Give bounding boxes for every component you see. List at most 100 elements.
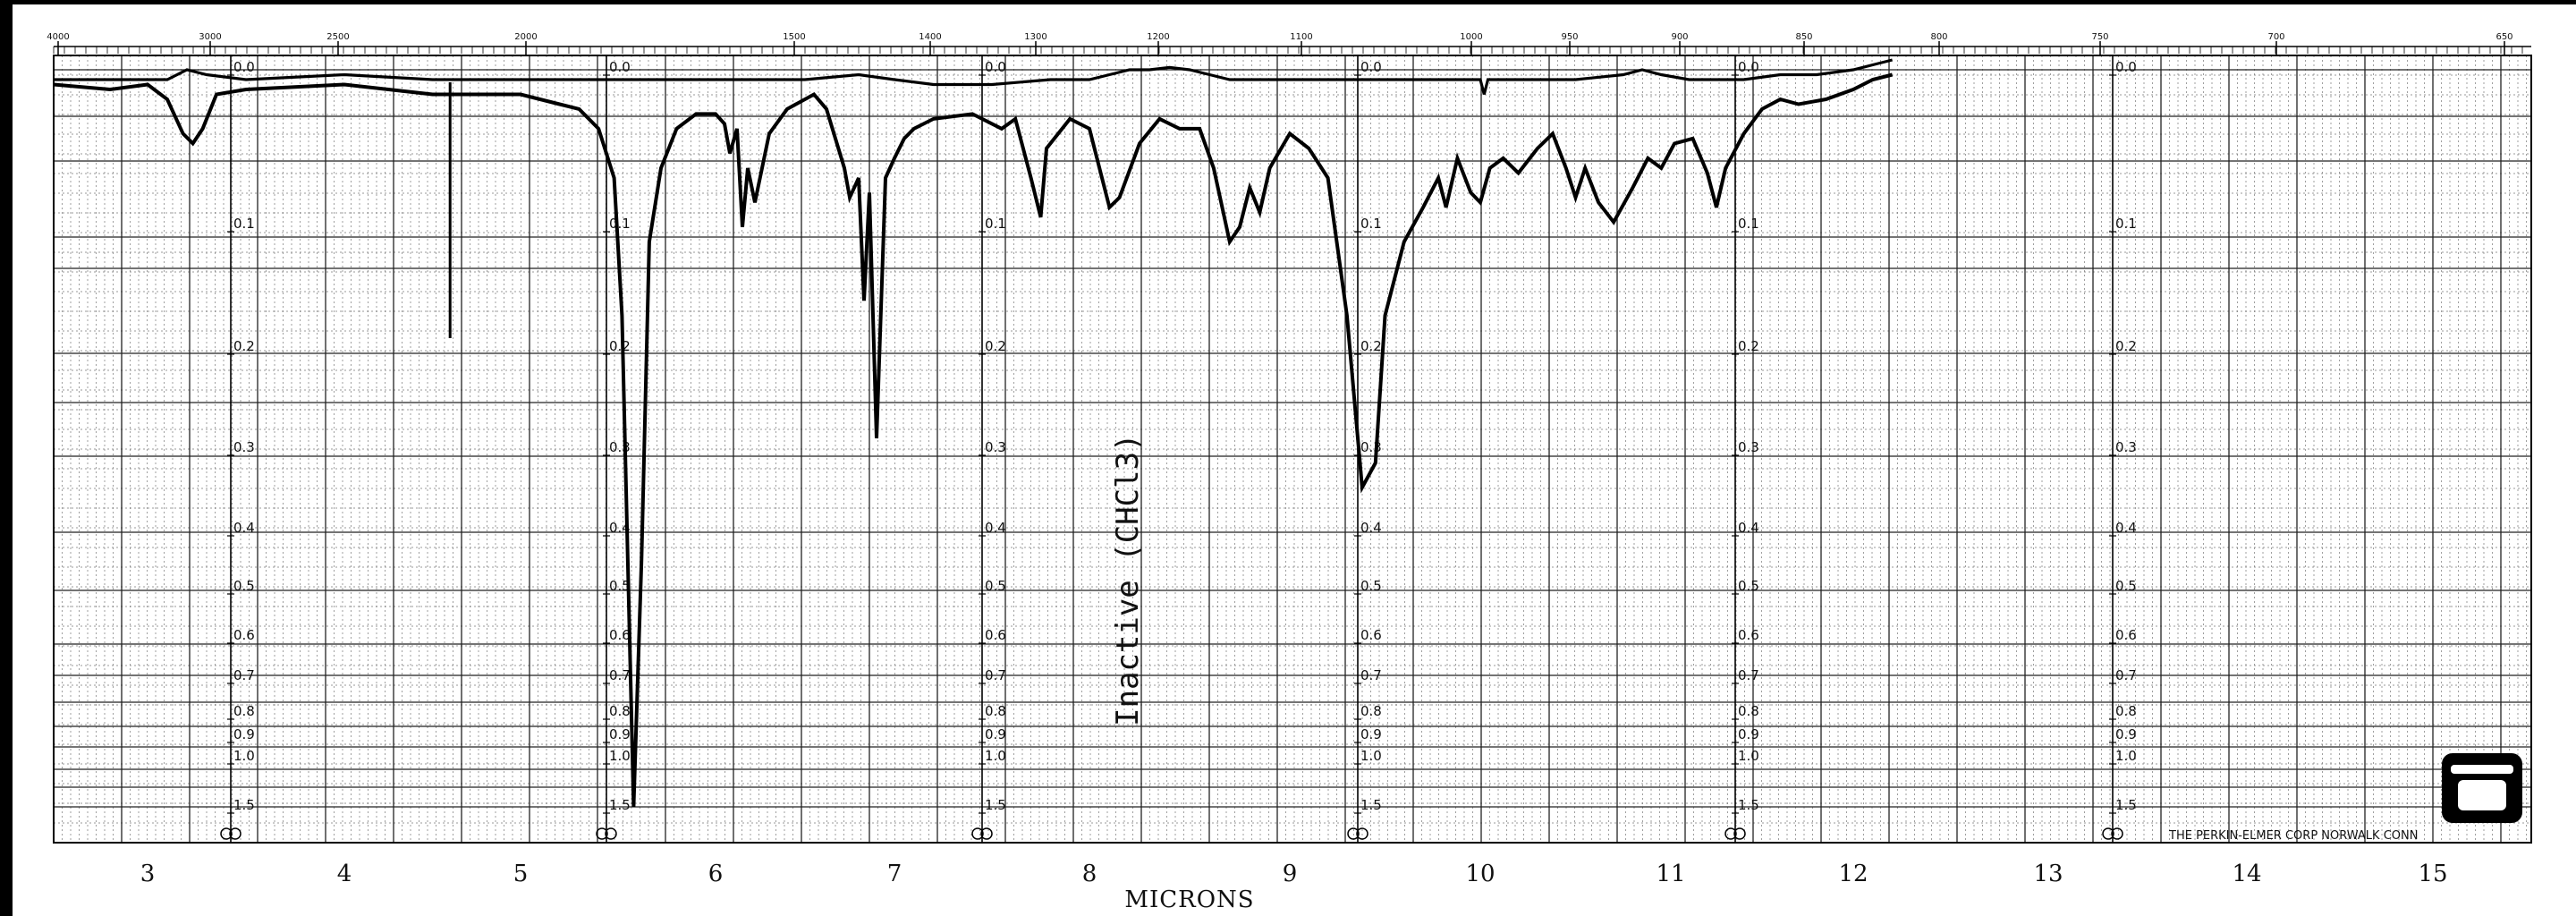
absorbance-label: 0.6 [1360, 627, 1382, 643]
absorbance-label: 1.0 [233, 748, 255, 764]
main-grid [54, 55, 2531, 843]
wavenumber-tick-label: 1200 [1147, 32, 1169, 42]
sample-trace-line [53, 72, 1894, 808]
absorbance-label: 0.6 [1738, 627, 1759, 643]
plot-frame [53, 55, 2532, 844]
wavenumber-tick-label: 800 [1930, 32, 1947, 42]
absorbance-label: 0.0 [609, 59, 631, 75]
column-ring-mark [971, 827, 984, 840]
absorbance-label: 0.6 [2115, 627, 2137, 643]
absorbance-label: 1.0 [985, 748, 1006, 764]
wavenumber-tick-label: 700 [2267, 32, 2284, 42]
absorbance-label: 1.5 [609, 797, 631, 813]
wavenumber-ticks: 4000 3000 2500 2000 1500 1400 1300 1200 1100 1000… [47, 32, 2531, 55]
absorbance-label: 0.1 [609, 216, 631, 232]
column-ring-mark [605, 827, 617, 840]
absorbance-label: 0.6 [233, 627, 255, 643]
absorbance-label: 0.9 [609, 726, 631, 742]
micron-tick-label: 6 [708, 861, 724, 887]
absorbance-label: 0.7 [233, 667, 255, 683]
absorbance-label: 1.0 [609, 748, 631, 764]
column-ring-mark [220, 827, 233, 840]
absorbance-label: 0.9 [1738, 726, 1759, 742]
absorbance-label: 0.8 [1360, 703, 1382, 719]
wavenumber-tick-label: 900 [1671, 32, 1688, 42]
absorbance-label: 0.4 [2115, 520, 2137, 536]
absorbance-label: 1.5 [1738, 797, 1759, 813]
absorbance-label: 0.4 [233, 520, 255, 536]
micron-tick-label: 14 [2232, 861, 2261, 887]
wavenumber-tick-label: 750 [2091, 32, 2108, 42]
wavenumber-tick-label: 4000 [47, 32, 69, 42]
absorbance-label: 0.7 [1738, 667, 1759, 683]
absorbance-label: 0.5 [985, 578, 1006, 594]
absorbance-label: 0.2 [1360, 338, 1382, 354]
absorbance-label: 0.5 [2115, 578, 2137, 594]
micron-tick-label: 5 [513, 861, 529, 887]
micron-tick-label: 4 [337, 861, 352, 887]
absorbance-label: 0.3 [985, 439, 1006, 455]
micron-tick-label: 8 [1082, 861, 1097, 887]
wavenumber-tick-label: 950 [1561, 32, 1578, 42]
absorbance-label: 0.4 [985, 520, 1006, 536]
absorbance-label: 0.2 [609, 338, 631, 354]
column-ring-mark [1356, 827, 1368, 840]
absorbance-label: 0.8 [985, 703, 1006, 719]
column-ring-mark [1347, 827, 1360, 840]
absorbance-label: 1.5 [233, 797, 255, 813]
micron-tick-label: 11 [1656, 861, 1685, 887]
absorbance-label: 0.6 [609, 627, 631, 643]
micron-tick-label: 3 [140, 861, 156, 887]
absorbance-label: 0.1 [233, 216, 255, 232]
wavenumber-tick-label: 1000 [1460, 32, 1482, 42]
absorbance-label: 0.5 [1360, 578, 1382, 594]
absorbance-label: 0.5 [1738, 578, 1759, 594]
absorbance-label: 1.5 [2115, 797, 2137, 813]
absorbance-label: 0.1 [1360, 216, 1382, 232]
absorbance-scale-labels: 0.0 0.1 0.2 0.3 0.4 0.5 0.6 0.7 0.8 0.9 1.0 1.5 0.0 0… [220, 55, 2137, 843]
absorbance-label: 0.2 [1738, 338, 1759, 354]
column-ring-mark [2102, 827, 2114, 840]
absorbance-label: 0.3 [609, 439, 631, 455]
micron-tick-label: 15 [2418, 861, 2447, 887]
absorbance-label: 0.5 [233, 578, 255, 594]
absorbance-label: 0.4 [1360, 520, 1382, 536]
absorbance-label: 0.7 [2115, 667, 2137, 683]
wavenumber-tick-label: 1100 [1290, 32, 1312, 42]
absorbance-label: 0.1 [1738, 216, 1759, 232]
micron-tick-label: 7 [887, 861, 902, 887]
wavenumber-tick-label: 1300 [1024, 32, 1046, 42]
absorbance-label: 1.0 [2115, 748, 2137, 764]
absorbance-label: 0.0 [1738, 59, 1759, 75]
column-ring-mark [1733, 827, 1746, 840]
column-ring-mark [1724, 827, 1737, 840]
wavenumber-tick-label: 850 [1795, 32, 1812, 42]
absorbance-label: 0.7 [1360, 667, 1382, 683]
wavenumber-tick-label: 1400 [919, 32, 941, 42]
logo-mark [2442, 753, 2522, 823]
absorbance-label: 0.1 [2115, 216, 2137, 232]
x-axis-title: MICRONS [1124, 886, 1254, 913]
micron-tick-labels: 3 4 5 6 7 8 9 10 11 12 13 14 15 [140, 861, 2448, 887]
absorbance-label: 1.0 [1738, 748, 1759, 764]
micron-tick-label: 9 [1283, 861, 1298, 887]
absorbance-label: 0.9 [2115, 726, 2137, 742]
absorbance-label: 0.6 [985, 627, 1006, 643]
absorbance-label: 0.9 [1360, 726, 1382, 742]
manufacturer-label: THE PERKIN-ELMER CORP NORWALK CONN [2168, 829, 2418, 843]
absorbance-label: 0.3 [1738, 439, 1759, 455]
absorbance-label: 0.8 [2115, 703, 2137, 719]
absorbance-label: 0.9 [233, 726, 255, 742]
absorbance-label: 0.3 [2115, 439, 2137, 455]
absorbance-label: 0.0 [1360, 59, 1382, 75]
wavenumber-tick-label: 650 [2496, 32, 2512, 42]
absorbance-label: 1.5 [1360, 797, 1382, 813]
absorbance-label: 0.5 [609, 578, 631, 594]
wavenumber-tick-label: 2500 [326, 32, 349, 42]
micron-tick-label: 12 [1838, 861, 1868, 887]
reference-trace-line [54, 58, 1893, 95]
wavenumber-tick-label: 3000 [199, 32, 221, 42]
absorbance-label: 0.8 [609, 703, 631, 719]
column-ring-mark [229, 827, 242, 840]
